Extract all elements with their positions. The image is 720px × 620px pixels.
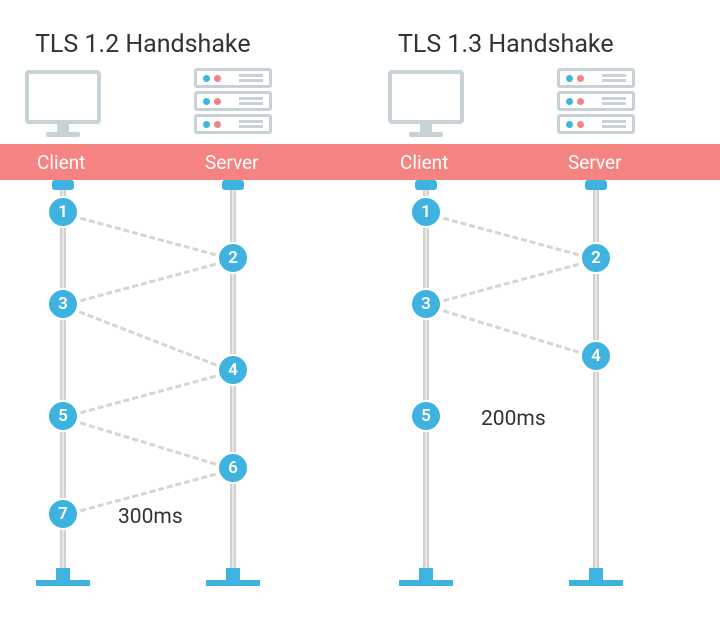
handshake-edge bbox=[63, 258, 234, 307]
timing-label: 200ms bbox=[481, 407, 546, 431]
server-icon bbox=[557, 68, 635, 137]
handshake-edge bbox=[63, 212, 234, 261]
step-circle: 2 bbox=[217, 242, 249, 274]
pole-cap bbox=[415, 180, 437, 190]
handshake-edge bbox=[63, 416, 234, 471]
pole-foot bbox=[569, 580, 623, 586]
client-label: Client bbox=[400, 151, 448, 174]
step-circle: 6 bbox=[217, 452, 249, 484]
pole-cap bbox=[52, 180, 74, 190]
pole-foot bbox=[36, 580, 90, 586]
handshake-edge bbox=[62, 304, 233, 373]
panel-title: TLS 1.2 Handshake bbox=[35, 30, 251, 59]
server-icon bbox=[194, 68, 272, 137]
handshake-edge bbox=[63, 370, 234, 419]
handshake-edge bbox=[426, 258, 597, 307]
step-circle: 1 bbox=[47, 196, 79, 228]
timeline-pole bbox=[423, 184, 429, 570]
monitor-icon bbox=[388, 70, 464, 137]
step-circle: 5 bbox=[47, 400, 79, 432]
handshake-edge bbox=[426, 304, 597, 359]
panel-title: TLS 1.3 Handshake bbox=[398, 30, 614, 59]
pole-foot bbox=[399, 580, 453, 586]
step-circle: 3 bbox=[47, 288, 79, 320]
server-label: Server bbox=[205, 151, 259, 174]
step-circle: 4 bbox=[217, 354, 249, 386]
step-circle: 3 bbox=[410, 288, 442, 320]
timing-label: 300ms bbox=[118, 505, 183, 529]
pole-cap bbox=[222, 180, 244, 190]
step-circle: 4 bbox=[580, 340, 612, 372]
handshake-edge bbox=[426, 212, 597, 261]
step-circle: 2 bbox=[580, 242, 612, 274]
client-label: Client bbox=[37, 151, 85, 174]
monitor-icon bbox=[25, 70, 101, 137]
step-circle: 5 bbox=[410, 400, 442, 432]
server-label: Server bbox=[568, 151, 622, 174]
pole-foot bbox=[206, 580, 260, 586]
step-circle: 7 bbox=[47, 498, 79, 530]
step-circle: 1 bbox=[410, 196, 442, 228]
pole-cap bbox=[585, 180, 607, 190]
